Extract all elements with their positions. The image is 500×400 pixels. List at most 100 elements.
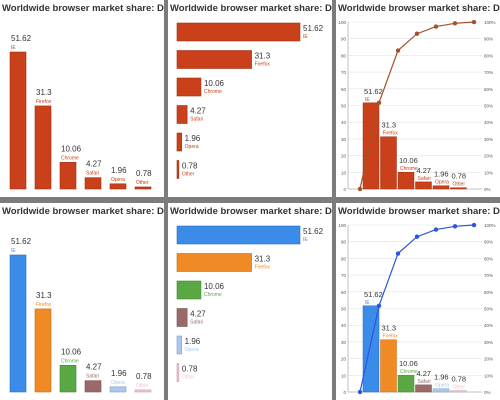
data-label: 1.96: [185, 134, 201, 143]
data-label: 31.3: [36, 291, 52, 300]
y-tick-label: 20: [341, 357, 347, 362]
cumulative-point: [433, 227, 439, 232]
cumulative-point: [357, 389, 363, 395]
data-label: 10.06: [204, 79, 225, 88]
y-tick-label: 10: [341, 373, 347, 378]
category-label: Firefox: [383, 131, 399, 137]
y2-tick-label: 20%: [484, 357, 493, 362]
cumulative-point: [471, 19, 477, 25]
y-tick-label: 70: [341, 273, 347, 278]
y-tick-label: 0: [343, 390, 346, 395]
data-label: 4.27: [190, 107, 206, 116]
data-label: 0.78: [136, 372, 152, 381]
y2-tick-label: 70%: [484, 70, 493, 75]
y-tick-label: 10: [341, 170, 347, 175]
bar: [176, 363, 180, 382]
data-label: 31.3: [255, 255, 271, 264]
bar: [176, 50, 252, 69]
chart-svg: 0 0% 10 10% 20 20% 30 30% 40 40% 50 50% 60 60% 70 70% 80…: [338, 19, 496, 192]
bar: [109, 386, 127, 393]
y2-tick-label: 40%: [484, 120, 493, 125]
y-tick-label: 80: [341, 256, 347, 261]
data-label: 51.62: [364, 87, 383, 96]
bar: [362, 102, 380, 190]
data-label: 10.06: [399, 359, 418, 368]
y2-tick-label: 100%: [484, 20, 496, 25]
data-label: 0.78: [182, 162, 198, 171]
y-tick-label: 70: [341, 70, 347, 75]
y2-tick-label: 10%: [484, 373, 493, 378]
bar: [415, 384, 432, 393]
chart-svg: 51.62IE31.3Firefox10.06Chrome4.27Safari1…: [176, 22, 324, 179]
bar: [176, 335, 182, 355]
y2-tick-label: 30%: [484, 340, 493, 345]
category-label: IE: [365, 300, 370, 306]
category-label: Safari: [190, 117, 203, 123]
category-label: IE: [303, 34, 308, 40]
bar: [34, 105, 52, 190]
bar: [176, 132, 182, 152]
y2-tick-label: 40%: [484, 323, 493, 328]
bar: [176, 160, 180, 179]
data-label: 10.06: [61, 144, 82, 153]
cumulative-point: [376, 303, 382, 308]
cumulative-point: [376, 100, 382, 105]
category-label: Firefox: [255, 62, 271, 68]
category-label: Firefox: [36, 302, 52, 308]
bar: [432, 185, 450, 190]
y-tick-label: 0: [343, 187, 346, 192]
bar: [176, 308, 188, 327]
category-label: Opera: [185, 347, 199, 353]
category-label: Other: [182, 172, 195, 178]
data-label: 51.62: [11, 237, 32, 246]
bar: [176, 225, 301, 245]
data-label: 1.96: [185, 337, 201, 346]
category-label: Other: [182, 375, 195, 381]
category-label: Opera: [111, 177, 125, 183]
data-label: 31.3: [255, 52, 271, 61]
category-label: Safari: [190, 320, 203, 326]
y-tick-label: 90: [341, 240, 347, 245]
chart-title: Worldwide browser market share: December…: [170, 206, 332, 217]
cumulative-point: [452, 224, 458, 229]
chart-panel-bottom-left: Worldwide browser market share: December…: [0, 203, 164, 400]
data-label: 51.62: [303, 227, 324, 236]
y-tick-label: 60: [341, 87, 347, 92]
category-label: Opera: [435, 180, 449, 186]
data-label: 4.27: [190, 310, 206, 319]
category-label: Firefox: [383, 334, 399, 340]
y-tick-label: 40: [341, 120, 347, 125]
cumulative-point: [414, 31, 420, 36]
y2-tick-label: 0%: [484, 390, 491, 395]
category-label: Opera: [185, 144, 199, 150]
data-label: 0.78: [136, 169, 152, 178]
bar: [109, 183, 127, 190]
data-label: 1.96: [111, 369, 127, 378]
bar: [176, 22, 301, 42]
data-label: 4.27: [417, 166, 432, 175]
data-label: 31.3: [382, 121, 397, 130]
y-tick-label: 80: [341, 53, 347, 58]
bar: [432, 388, 450, 393]
y2-tick-label: 30%: [484, 137, 493, 142]
y2-tick-label: 80%: [484, 256, 493, 261]
category-label: Chrome: [400, 166, 418, 172]
data-label: 31.3: [382, 324, 397, 333]
data-label: 0.78: [452, 375, 467, 384]
cumulative-point: [414, 234, 420, 239]
y2-tick-label: 60%: [484, 290, 493, 295]
bar: [450, 390, 467, 393]
bar: [176, 105, 188, 124]
y-tick-label: 40: [341, 323, 347, 328]
bar: [380, 339, 397, 393]
y2-tick-label: 50%: [484, 307, 493, 312]
bar: [380, 136, 397, 190]
y-tick-label: 50: [341, 104, 347, 109]
chart-title: Worldwide browser market share: December…: [2, 3, 164, 14]
y2-tick-label: 90%: [484, 37, 493, 42]
y2-tick-label: 0%: [484, 187, 491, 192]
bar: [397, 171, 415, 190]
category-label: Other: [136, 180, 149, 186]
